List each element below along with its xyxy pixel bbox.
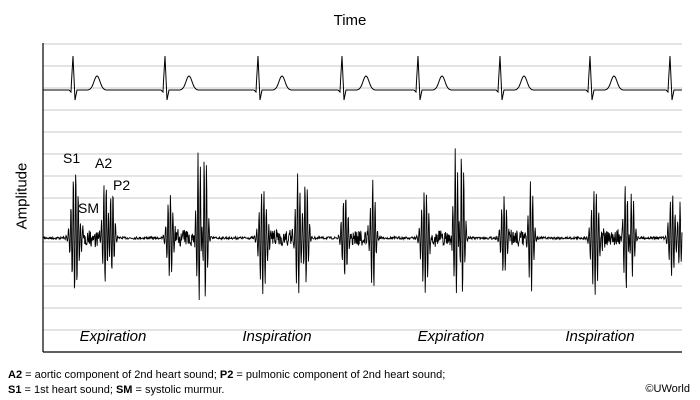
phase-label-inspiration-1: Inspiration	[242, 328, 312, 345]
ecg-trace	[43, 55, 682, 101]
a2-label: A2	[95, 155, 113, 171]
s1-label: S1	[63, 150, 81, 166]
footnote-line-1: A2 = aortic component of 2nd heart sound…	[8, 369, 446, 381]
footnote: A2 = aortic component of 2nd heart sound…	[8, 368, 445, 398]
gridlines	[43, 43, 682, 331]
phase-label-expiration-2: Expiration	[417, 328, 485, 345]
footnote-line-2: S1 = 1st heart sound; SM = systolic murm…	[8, 384, 225, 396]
phase-label-inspiration-2: Inspiration	[565, 328, 635, 345]
time-axis-label: Time	[333, 12, 367, 29]
phonocardiogram-trace	[42, 148, 683, 301]
sm-label: SM	[78, 200, 99, 216]
copyright-notice: ©UWorld	[645, 383, 690, 395]
p2-label: P2	[113, 177, 131, 193]
phase-label-expiration-1: Expiration	[79, 328, 147, 345]
